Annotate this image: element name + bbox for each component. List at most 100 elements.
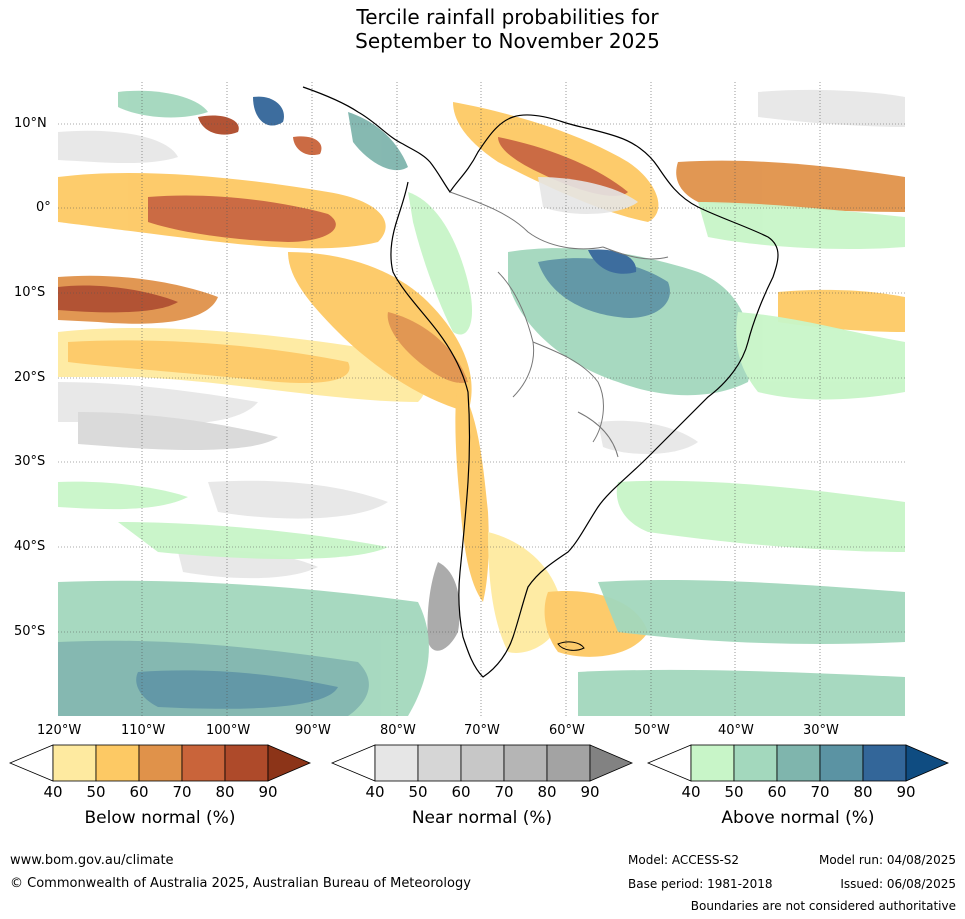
central-america-wet: [348, 112, 408, 171]
lat-label-30s: 30°S: [14, 454, 46, 469]
near-colorbar-bin-4: [503, 744, 548, 782]
grey-patch-1: [58, 130, 178, 164]
south-atlantic-wet-2: [598, 580, 905, 644]
atlantic-dry-south: [778, 289, 905, 332]
near-tick-80: 80: [537, 783, 557, 801]
below-tick-50: 50: [86, 783, 106, 801]
above-tick-90: 90: [896, 783, 916, 801]
below-colorbar-bin-4: [181, 744, 226, 782]
south-america-coastline: [302, 86, 779, 678]
grey-patch-8: [538, 177, 638, 214]
near-tick-40: 40: [365, 783, 385, 801]
lon-label-120w: 120°W: [37, 723, 82, 738]
lon-label-50w: 50°W: [634, 723, 670, 738]
near-normal-colorbar: [330, 744, 634, 782]
above-colorbar-bin-2: [733, 744, 778, 782]
below-colorbar-bin-5: [224, 744, 269, 782]
above-tick-50: 50: [724, 783, 744, 801]
below-tick-40: 40: [43, 783, 63, 801]
below-normal-colorbar: [8, 744, 312, 782]
above-normal-regions: [58, 90, 905, 716]
amazon-wet-core: [538, 258, 670, 318]
above-colorbar-bin-3: [776, 744, 821, 782]
above-normal-label: Above normal (%): [721, 808, 875, 828]
base-period-text: Base period: 1981-2018: [628, 877, 773, 891]
lat-label-40s: 40°S: [14, 539, 46, 554]
below-colorbar-bin-2: [95, 744, 140, 782]
below-normal-regions: [58, 102, 905, 657]
near-colorbar-bin-3: [460, 744, 505, 782]
lon-label-40w: 40°W: [718, 723, 754, 738]
pacific-small-dry-2: [293, 136, 322, 156]
venezuela-dry-core: [498, 137, 628, 196]
atlantic-dry-band: [676, 160, 905, 212]
lon-label-70w: 70°W: [464, 723, 500, 738]
title-line-2: September to November 2025: [355, 29, 660, 53]
pacific-wet-mid: [58, 481, 188, 510]
above-colorbar-arrow-left: [646, 744, 692, 782]
website-link[interactable]: www.bom.gov.au/climate: [10, 853, 174, 868]
below-colorbar-arrow-right: [267, 744, 312, 782]
near-tick-50: 50: [408, 783, 428, 801]
title-line-1: Tercile rainfall probabilities for: [356, 5, 659, 29]
lon-label-110w: 110°W: [121, 723, 166, 738]
east-brazil-wet: [736, 312, 905, 400]
lat-label-0: 0°: [36, 200, 51, 215]
lat-label-50s: 50°S: [14, 624, 46, 639]
near-colorbar-arrow-left: [330, 744, 376, 782]
eastern-pacific-dry: [288, 252, 472, 412]
grey-patch-5: [758, 89, 905, 127]
near-normal-label: Near normal (%): [411, 808, 553, 828]
lon-label-80w: 80°W: [380, 723, 416, 738]
above-colorbar-bin-4: [819, 744, 864, 782]
below-tick-80: 80: [215, 783, 235, 801]
falkland-islands: [557, 641, 585, 651]
rainfall-probability-map: [58, 82, 905, 716]
below-tick-90: 90: [258, 783, 278, 801]
chart-title: Tercile rainfall probabilities for Septe…: [0, 5, 965, 53]
southern-ocean-wet-deep: [136, 670, 338, 709]
above-tick-80: 80: [853, 783, 873, 801]
model-text: Model: ACCESS-S2: [628, 853, 740, 867]
lat-label-10n: 10°N: [14, 116, 47, 131]
lon-label-60w: 60°W: [549, 723, 585, 738]
pacific-wet-south: [118, 522, 388, 559]
boundaries-note: Boundaries are not considered authoritat…: [690, 899, 956, 913]
amazon-wet-deep: [588, 249, 637, 274]
below-tick-70: 70: [172, 783, 192, 801]
pacific-north-wet-1: [253, 96, 284, 126]
pacific-dry-core: [148, 195, 336, 242]
graticule: [58, 82, 905, 716]
near-normal-regions: [58, 89, 905, 651]
south-atlantic-wet: [616, 480, 905, 552]
grey-patch-6: [598, 420, 698, 454]
above-colorbar-bin-1: [690, 744, 735, 782]
lon-label-100w: 100°W: [206, 723, 251, 738]
lat-label-10s: 10°S: [14, 285, 46, 300]
lat-label-20s: 20°S: [14, 370, 46, 385]
model-run-text: Model run: 04/08/2025: [818, 853, 956, 867]
below-tick-60: 60: [129, 783, 149, 801]
pacific-dry-mid-core: [68, 340, 350, 383]
near-colorbar-bin-2: [417, 744, 462, 782]
coastal-dry-core: [387, 312, 468, 383]
andes-wet: [408, 192, 473, 335]
pacific-dry-west-core: [58, 285, 178, 313]
below-colorbar-arrow-left: [8, 744, 54, 782]
pacific-small-dry-1: [198, 115, 239, 135]
near-tick-70: 70: [494, 783, 514, 801]
above-tick-70: 70: [810, 783, 830, 801]
grey-patch-3: [78, 412, 278, 450]
atlantic-wet: [698, 202, 905, 249]
patagonia-dry: [488, 532, 563, 653]
near-colorbar-bin-5: [546, 744, 591, 782]
above-normal-colorbar: [646, 744, 950, 782]
country-borders: [449, 191, 669, 458]
issued-text: Issued: 06/08/2025: [840, 877, 956, 891]
lon-label-90w: 90°W: [295, 723, 331, 738]
near-colorbar-bin-1: [374, 744, 419, 782]
grey-patch-4: [208, 480, 388, 519]
pacific-north-wet-2: [118, 90, 208, 118]
near-tick-90: 90: [580, 783, 600, 801]
near-colorbar-arrow-right: [589, 744, 634, 782]
